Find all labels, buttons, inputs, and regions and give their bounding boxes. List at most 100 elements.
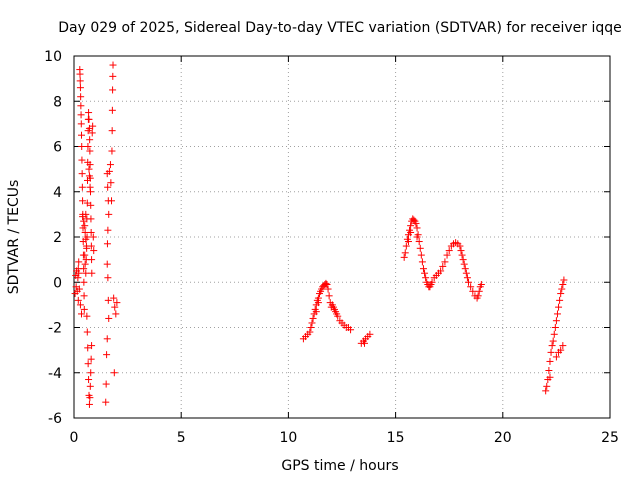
data-point: [401, 249, 409, 257]
data-point: [108, 197, 116, 205]
data-point: [88, 129, 96, 137]
data-point: [103, 260, 111, 268]
data-point: [462, 269, 470, 277]
data-point: [85, 172, 93, 180]
data-point: [439, 262, 447, 270]
data-point: [89, 122, 97, 130]
data-point: [469, 287, 477, 295]
data-point: [552, 353, 560, 361]
y-tick-label: 8: [53, 94, 62, 110]
data-point: [76, 70, 84, 78]
data-point: [78, 183, 86, 191]
data-point: [464, 278, 472, 286]
data-point: [81, 260, 89, 268]
data-point: [79, 197, 87, 205]
data-point: [74, 296, 82, 304]
data-point: [104, 183, 112, 191]
data-point: [74, 274, 82, 282]
data-point: [103, 351, 111, 359]
data-point: [113, 299, 121, 307]
data-point: [86, 147, 94, 155]
data-point: [324, 285, 332, 293]
data-point: [474, 292, 482, 300]
data-point: [75, 285, 83, 293]
data-point: [104, 296, 112, 304]
data-point: [422, 274, 430, 282]
data-point: [309, 314, 317, 322]
data-point: [325, 292, 333, 300]
data-point: [89, 233, 97, 241]
data-point: [308, 319, 316, 327]
data-point: [361, 339, 369, 347]
data-point: [413, 224, 421, 232]
data-point: [556, 296, 564, 304]
data-point: [459, 256, 467, 264]
data-point: [553, 310, 561, 318]
data-point: [557, 346, 565, 354]
data-point: [416, 244, 424, 252]
data-point: [88, 269, 96, 277]
data-point: [546, 373, 554, 381]
data-point: [413, 233, 421, 241]
data-point: [76, 84, 84, 92]
data-point: [87, 355, 95, 363]
data-point: [77, 102, 85, 110]
data-point: [76, 77, 84, 85]
data-point: [323, 281, 331, 289]
data-point: [78, 170, 86, 178]
y-tick-label: -4: [48, 366, 62, 382]
data-point: [551, 324, 559, 331]
data-point: [558, 285, 566, 293]
data-point: [443, 251, 451, 259]
data-point: [88, 342, 96, 350]
y-tick-label: 6: [53, 140, 62, 156]
data-point: [555, 303, 563, 311]
data-point: [75, 258, 83, 266]
data-point: [84, 344, 92, 352]
data-point: [312, 308, 320, 316]
data-point: [552, 317, 560, 325]
data-point: [82, 210, 90, 218]
data-points: [71, 61, 568, 408]
data-point: [407, 222, 415, 230]
x-tick-label: 10: [279, 430, 297, 446]
data-point: [78, 131, 86, 139]
data-point: [106, 161, 114, 169]
data-point: [87, 242, 95, 250]
data-point: [457, 247, 465, 255]
data-point: [80, 305, 88, 313]
data-point: [334, 312, 342, 320]
x-tick-label: 15: [387, 430, 405, 446]
data-point: [87, 215, 95, 223]
data-point: [81, 251, 89, 259]
data-point: [418, 258, 426, 266]
data-point: [306, 328, 314, 336]
data-point: [560, 276, 568, 284]
y-tick-label: 4: [53, 185, 62, 201]
data-point: [547, 348, 555, 356]
tick-layer: 0 5 10 15 20 25 -6 -4 -2 0 2 4 6 8 10: [44, 49, 619, 446]
data-point: [417, 251, 425, 259]
data-point: [86, 136, 94, 144]
y-tick-label: 10: [44, 49, 62, 65]
y-tick-label: -6: [48, 411, 62, 427]
data-point: [77, 111, 85, 119]
y-tick-label: 2: [53, 230, 62, 246]
data-point: [441, 258, 449, 266]
chart-title: Day 029 of 2025, Sidereal Day-to-day VTE…: [58, 20, 622, 36]
data-point: [78, 143, 86, 150]
data-point: [82, 256, 90, 264]
data-point: [77, 93, 85, 101]
data-point: [78, 156, 86, 164]
data-point: [87, 228, 95, 236]
data-point: [458, 251, 466, 259]
data-point: [86, 161, 94, 169]
data-point: [83, 244, 91, 252]
y-tick-label: -2: [48, 321, 62, 337]
data-point: [546, 357, 554, 365]
data-point: [109, 72, 117, 80]
data-point: [107, 179, 115, 187]
data-point: [85, 165, 93, 173]
data-point: [548, 342, 556, 350]
